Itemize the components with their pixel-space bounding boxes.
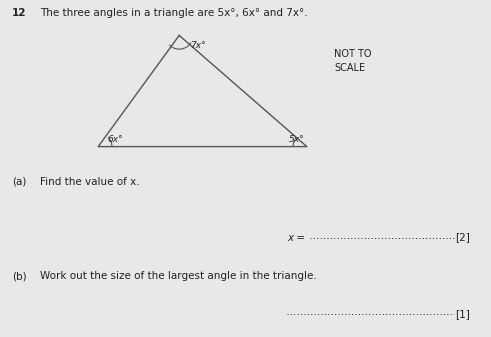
Text: 5x°: 5x° <box>289 135 304 144</box>
Text: x =: x = <box>287 233 305 243</box>
Text: (a): (a) <box>12 177 27 187</box>
Text: Work out the size of the largest angle in the triangle.: Work out the size of the largest angle i… <box>40 271 317 281</box>
Text: The three angles in a triangle are 5x°, 6x° and 7x°.: The three angles in a triangle are 5x°, … <box>40 8 308 19</box>
Text: Find the value of x.: Find the value of x. <box>40 177 140 187</box>
Text: NOT TO
SCALE: NOT TO SCALE <box>334 49 371 73</box>
Text: 12: 12 <box>12 8 27 19</box>
Text: [1]: [1] <box>455 309 470 319</box>
Text: (b): (b) <box>12 271 27 281</box>
Text: [2]: [2] <box>455 233 470 243</box>
Text: 7x°: 7x° <box>190 41 206 51</box>
Text: 6x°: 6x° <box>107 135 123 144</box>
